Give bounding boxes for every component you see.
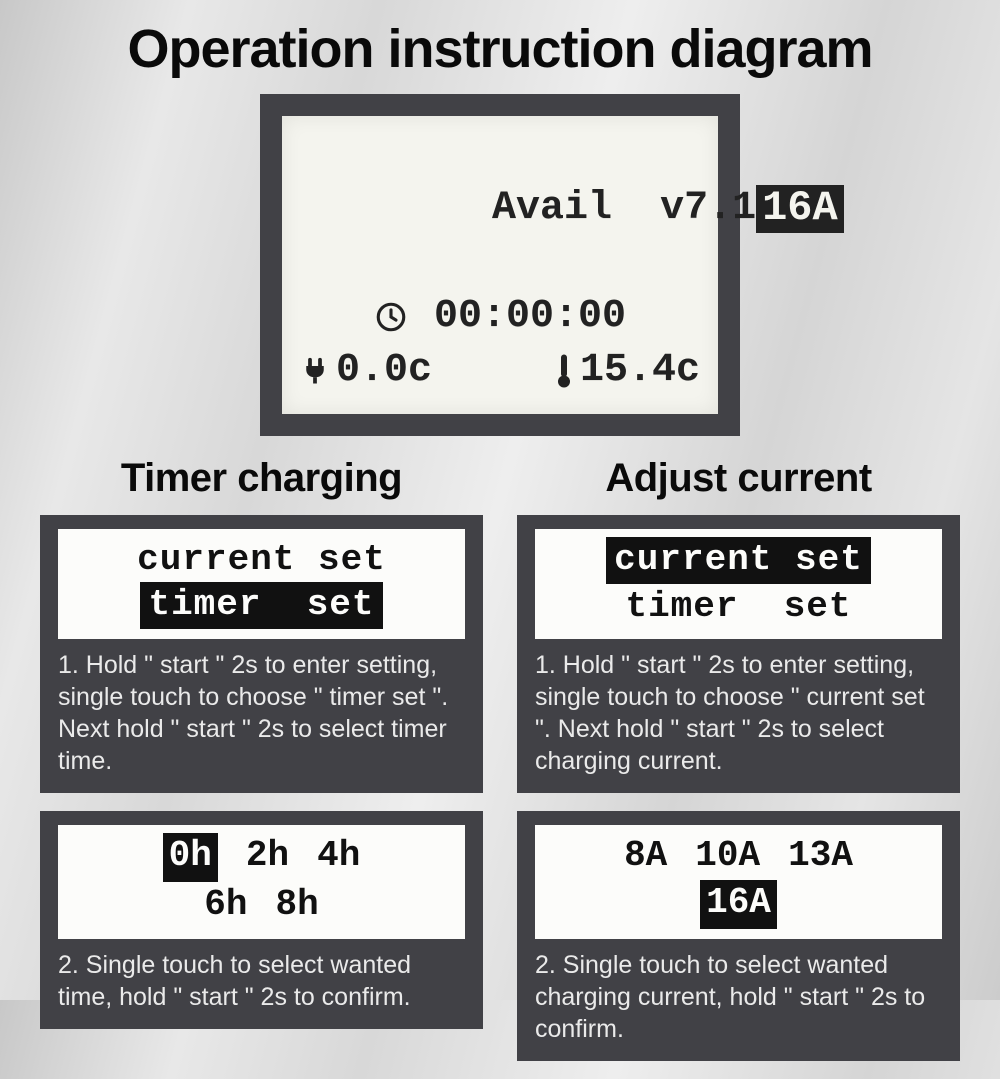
timer-step1-text: 1. Hold " start " 2s to enter setting, s… [58,649,465,777]
page-title: Operation instruction diagram [0,0,1000,94]
timer-option-6h: 6h [204,882,247,929]
current-step1-text: 1. Hold " start " 2s to enter setting, s… [535,649,942,777]
current-step1-card: current set timer set 1. Hold " start " … [517,515,960,793]
timer-option-4h: 4h [317,833,360,882]
current-options-row1: 8A 10A 13A [543,833,934,880]
lcd-temp-value: 15.4c [580,344,700,398]
timer-option-2h: 2h [246,833,289,882]
timer-step2-card: 0h 2h 4h 6h 8h 2. Single touch to select… [40,811,483,1029]
adjust-current-heading: Adjust current [517,446,960,515]
lcd-timer-value: 00:00:00 [434,290,626,344]
timer-menu-display: current set timer set [58,529,465,639]
columns-container: Timer charging current set timer set 1. … [0,446,1000,1079]
menu-line-timer-selected: timer set [66,582,457,629]
menu-line-current-selected: current set [543,537,934,584]
timer-charging-heading: Timer charging [40,446,483,515]
clock-icon [374,300,408,334]
plug-icon [300,354,330,388]
timer-option-0h: 0h [163,833,218,882]
lcd-version-text: v7.1 [660,186,756,231]
main-display-frame: Avail v7.1 16A 00:00:00 0.0c 15.4c [260,94,740,436]
current-option-13a: 13A [788,833,853,880]
adjust-current-column: Adjust current current set timer set 1. … [517,446,960,1079]
timer-option-8h: 8h [276,882,319,929]
lcd-row-status: Avail v7.1 16A [300,128,700,290]
current-badge: 16A [756,185,844,233]
lcd-status-text: Avail [492,186,612,231]
current-option-16a: 16A [700,880,777,929]
timer-options-row2: 6h 8h [66,882,457,929]
current-options-display: 8A 10A 13A 16A [535,825,942,939]
current-option-8a: 8A [624,833,667,880]
menu-line-timer: timer set [543,584,934,629]
timer-step1-card: current set timer set 1. Hold " start " … [40,515,483,793]
lcd-power-value: 0.0c [336,344,432,398]
lcd-row-metrics: 0.0c 15.4c [300,344,700,398]
timer-charging-column: Timer charging current set timer set 1. … [40,446,483,1079]
menu-line-current: current set [66,537,457,582]
timer-step2-text: 2. Single touch to select wanted time, h… [58,949,465,1013]
timer-options-row1: 0h 2h 4h [66,833,457,882]
current-step2-text: 2. Single touch to select wanted chargin… [535,949,942,1045]
lcd-row-timer: 00:00:00 [300,290,700,344]
current-options-row2: 16A [543,880,934,929]
timer-options-display: 0h 2h 4h 6h 8h [58,825,465,939]
current-menu-display: current set timer set [535,529,942,639]
thermometer-icon [554,353,574,389]
main-display: Avail v7.1 16A 00:00:00 0.0c 15.4c [282,116,718,414]
current-option-10a: 10A [695,833,760,880]
current-step2-card: 8A 10A 13A 16A 2. Single touch to select… [517,811,960,1061]
